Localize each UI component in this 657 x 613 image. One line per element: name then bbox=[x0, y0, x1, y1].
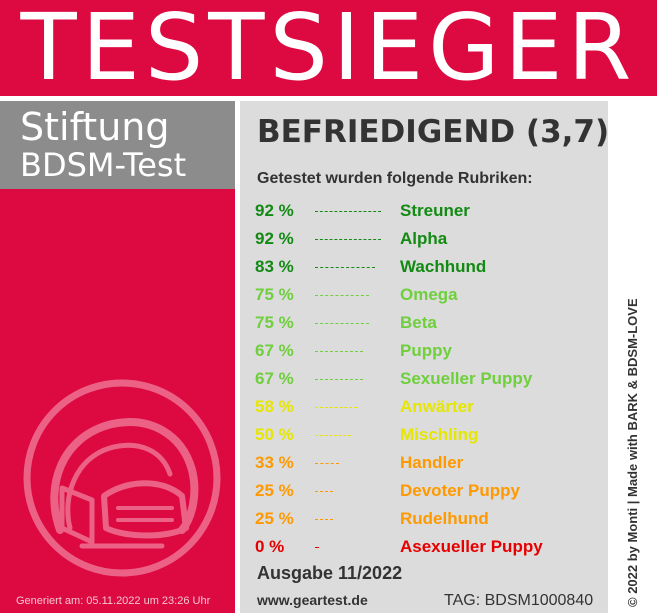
copyright-credit: © 2022 by Monti | Made with BARK & BDSM-… bbox=[625, 298, 640, 607]
rubric-score-bar bbox=[315, 435, 351, 436]
brand-name-line1: Stiftung bbox=[20, 105, 170, 149]
rubric-score-bar bbox=[315, 267, 375, 268]
rubric-row: 25 % Rudelhund bbox=[255, 505, 605, 533]
rubric-score-bar bbox=[315, 379, 363, 380]
rubric-percent: 0 % bbox=[255, 537, 285, 556]
rubric-percent: 83 % bbox=[255, 257, 294, 276]
rubric-percent: 92 % bbox=[255, 229, 294, 248]
rubric-percent: 75 % bbox=[255, 285, 294, 304]
rubric-score-bar bbox=[315, 323, 369, 324]
issue-label: Ausgabe 11/2022 bbox=[257, 563, 403, 583]
rubric-row: 0 % Asexueller Puppy bbox=[255, 533, 605, 561]
rubric-name: Omega bbox=[400, 285, 458, 304]
rubric-name: Handler bbox=[400, 453, 464, 472]
rubric-percent: 58 % bbox=[255, 397, 294, 416]
rubric-name: Wachhund bbox=[400, 257, 487, 276]
rubric-row: 92 % Alpha bbox=[255, 225, 605, 253]
rubric-percent: 25 % bbox=[255, 509, 294, 528]
rubric-name: Asexueller Puppy bbox=[400, 537, 543, 556]
rubric-percent: 50 % bbox=[255, 425, 294, 444]
rubric-row: 67 % Puppy bbox=[255, 337, 605, 365]
rubric-row: 25 % Devoter Puppy bbox=[255, 477, 605, 505]
rubric-name: Puppy bbox=[400, 341, 452, 360]
rubric-score-bar bbox=[315, 239, 381, 240]
rubric-row: 33 % Handler bbox=[255, 449, 605, 477]
rubric-score-bar bbox=[315, 211, 381, 212]
rubric-percent: 33 % bbox=[255, 453, 294, 472]
rubric-score-bar bbox=[315, 463, 339, 464]
rubric-score-bar bbox=[315, 407, 357, 408]
rubric-score-bar bbox=[315, 295, 369, 296]
rubric-score-bar bbox=[315, 547, 319, 548]
dog-mask-helmet-icon bbox=[23, 379, 221, 577]
rubric-percent: 67 % bbox=[255, 341, 294, 360]
rubric-percent: 75 % bbox=[255, 313, 294, 332]
rubric-score-bar bbox=[315, 519, 333, 520]
rubric-name: Sexueller Puppy bbox=[400, 369, 533, 388]
rubric-name: Rudelhund bbox=[400, 509, 489, 528]
generated-date: Generiert am: 05.11.2022 um 23:26 Uhr bbox=[16, 595, 211, 607]
rubric-percent: 67 % bbox=[255, 369, 294, 388]
rubric-name: Anwärter bbox=[400, 397, 474, 416]
rubric-row: 58 % Anwärter bbox=[255, 393, 605, 421]
rubric-name: Mischling bbox=[400, 425, 479, 444]
rubric-list: 92 % Streuner 92 % Alpha 83 % Wachhund 75 % Ome… bbox=[255, 197, 605, 561]
rubric-row: 83 % Wachhund bbox=[255, 253, 605, 281]
rubric-row: 75 % Omega bbox=[255, 281, 605, 309]
results-panel bbox=[240, 101, 608, 613]
brand-name-line2: BDSM-Test bbox=[20, 146, 187, 184]
rubric-score-bar bbox=[315, 491, 333, 492]
header-title: TESTSIEGER bbox=[20, 0, 637, 101]
rubric-row: 67 % Sexueller Puppy bbox=[255, 365, 605, 393]
rubrics-subtitle: Getestet wurden folgende Rubriken: bbox=[257, 170, 533, 187]
header-band: TESTSIEGER bbox=[0, 0, 657, 101]
rubric-name: Devoter Puppy bbox=[400, 481, 520, 500]
rubric-row: 50 % Mischling bbox=[255, 421, 605, 449]
rubric-score-bar bbox=[315, 351, 363, 352]
rubric-name: Streuner bbox=[400, 201, 470, 220]
website-link[interactable]: www.geartest.de bbox=[257, 592, 368, 608]
brand-box: Stiftung BDSM-Test bbox=[0, 101, 235, 189]
rubric-name: Alpha bbox=[400, 229, 448, 248]
grade-heading: BEFRIEDIGEND (3,7) bbox=[257, 114, 610, 150]
rubric-name: Beta bbox=[400, 313, 437, 332]
tag-id: TAG: BDSM1000840 bbox=[444, 592, 594, 609]
rubric-row: 92 % Streuner bbox=[255, 197, 605, 225]
rubric-row: 75 % Beta bbox=[255, 309, 605, 337]
rubric-percent: 25 % bbox=[255, 481, 294, 500]
rubric-percent: 92 % bbox=[255, 201, 294, 220]
